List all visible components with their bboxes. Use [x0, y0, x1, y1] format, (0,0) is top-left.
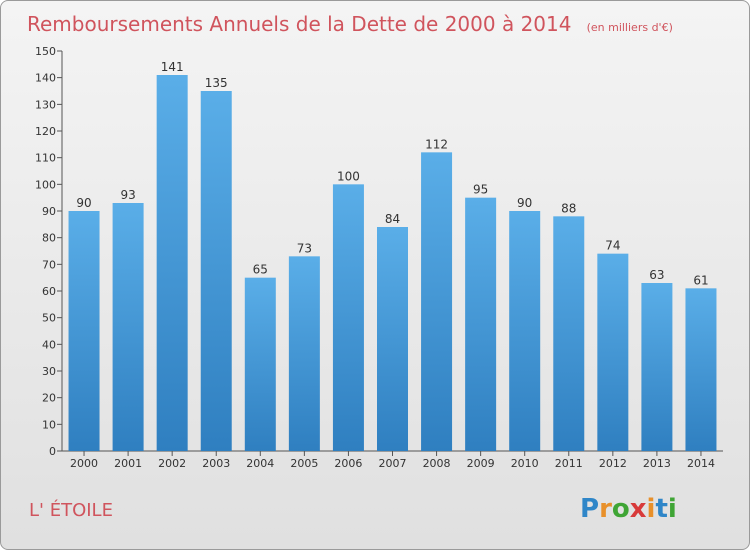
bar-2000 [68, 211, 100, 451]
y-tick-label: 20 [42, 392, 56, 405]
x-tick-label-2005: 2005 [290, 457, 318, 470]
bar-2014 [685, 288, 717, 451]
y-tick-label: 80 [42, 232, 56, 245]
data-label-2006: 100 [337, 169, 360, 183]
y-tick-label: 150 [35, 45, 56, 58]
data-label-2014: 61 [693, 273, 708, 287]
proxiti-logo: Proxiti [580, 494, 677, 524]
x-tick-label-2013: 2013 [643, 457, 671, 470]
data-label-2009: 95 [473, 183, 488, 197]
logo-letter: r [599, 494, 612, 524]
y-tick-label: 120 [35, 125, 56, 138]
x-tick-label-2011: 2011 [555, 457, 583, 470]
y-tick-label: 50 [42, 312, 56, 325]
data-label-2003: 135 [205, 76, 228, 90]
x-tick-label-2007: 2007 [379, 457, 407, 470]
y-tick-label: 0 [49, 445, 56, 458]
data-label-2012: 74 [605, 239, 620, 253]
y-tick-label: 130 [35, 98, 56, 111]
logo-letter: i [668, 494, 677, 524]
logo-letter: i [647, 494, 656, 524]
y-tick-label: 70 [42, 258, 56, 271]
data-label-2000: 90 [76, 196, 91, 210]
y-tick-label: 40 [42, 338, 56, 351]
y-tick-label: 30 [42, 365, 56, 378]
bar-2001 [112, 203, 144, 451]
data-label-2010: 90 [517, 196, 532, 210]
x-tick-label-2008: 2008 [423, 457, 451, 470]
chart-unit-text: (en milliers d'€) [587, 21, 673, 34]
bar-2006 [332, 184, 364, 452]
x-tick-label-2004: 2004 [246, 457, 274, 470]
y-tick-label: 90 [42, 205, 56, 218]
x-tick-label-2001: 2001 [114, 457, 142, 470]
chart-title-text: Remboursements Annuels de la Dette de 20… [27, 12, 571, 36]
bar-2011 [553, 216, 585, 451]
data-label-2008: 112 [425, 137, 448, 151]
bar-2002 [156, 75, 188, 451]
y-tick-label: 110 [35, 152, 56, 165]
y-tick-label: 100 [35, 178, 56, 191]
data-label-2011: 88 [561, 201, 576, 215]
bar-2013 [641, 283, 673, 451]
chart-bars: 90 93 141 135 65 73 100 84 112 95 90 88 74 63 61 [68, 60, 717, 452]
logo-letter: x [630, 494, 647, 524]
chart-title: Remboursements Annuels de la Dette de 20… [27, 12, 673, 36]
commune-name: L' ÉTOILE [29, 499, 113, 521]
data-label-2007: 84 [385, 212, 400, 226]
x-tick-label-2010: 2010 [511, 457, 539, 470]
bar-2003 [200, 91, 232, 451]
data-label-2001: 93 [120, 188, 135, 202]
bar-2009 [465, 197, 497, 451]
y-tick-label: 60 [42, 285, 56, 298]
bar-2010 [509, 211, 541, 451]
bar-2007 [377, 227, 408, 451]
data-label-2005: 73 [297, 241, 312, 255]
logo-letter: P [580, 494, 599, 524]
logo-letter: o [612, 494, 630, 524]
data-label-2004: 65 [253, 263, 268, 277]
x-tick-label-2003: 2003 [202, 457, 230, 470]
data-label-2013: 63 [649, 268, 664, 282]
bar-2012 [597, 253, 629, 451]
bar-2005 [288, 256, 320, 451]
x-tick-label-2006: 2006 [334, 457, 362, 470]
x-tick-label-2000: 2000 [70, 457, 98, 470]
data-label-2002: 141 [161, 60, 184, 74]
x-tick-label-2009: 2009 [467, 457, 495, 470]
y-tick-label: 10 [42, 418, 56, 431]
x-tick-label-2012: 2012 [599, 457, 627, 470]
y-tick-label: 140 [35, 72, 56, 85]
chart-axes: 0 10 20 30 40 50 60 70 80 90 100 110 120 130 140 150 200… [35, 45, 723, 470]
logo-letter: t [655, 494, 667, 524]
bar-2004 [244, 277, 276, 451]
x-tick-label-2014: 2014 [687, 457, 715, 470]
x-tick-label-2002: 2002 [158, 457, 186, 470]
bar-2008 [421, 152, 453, 452]
